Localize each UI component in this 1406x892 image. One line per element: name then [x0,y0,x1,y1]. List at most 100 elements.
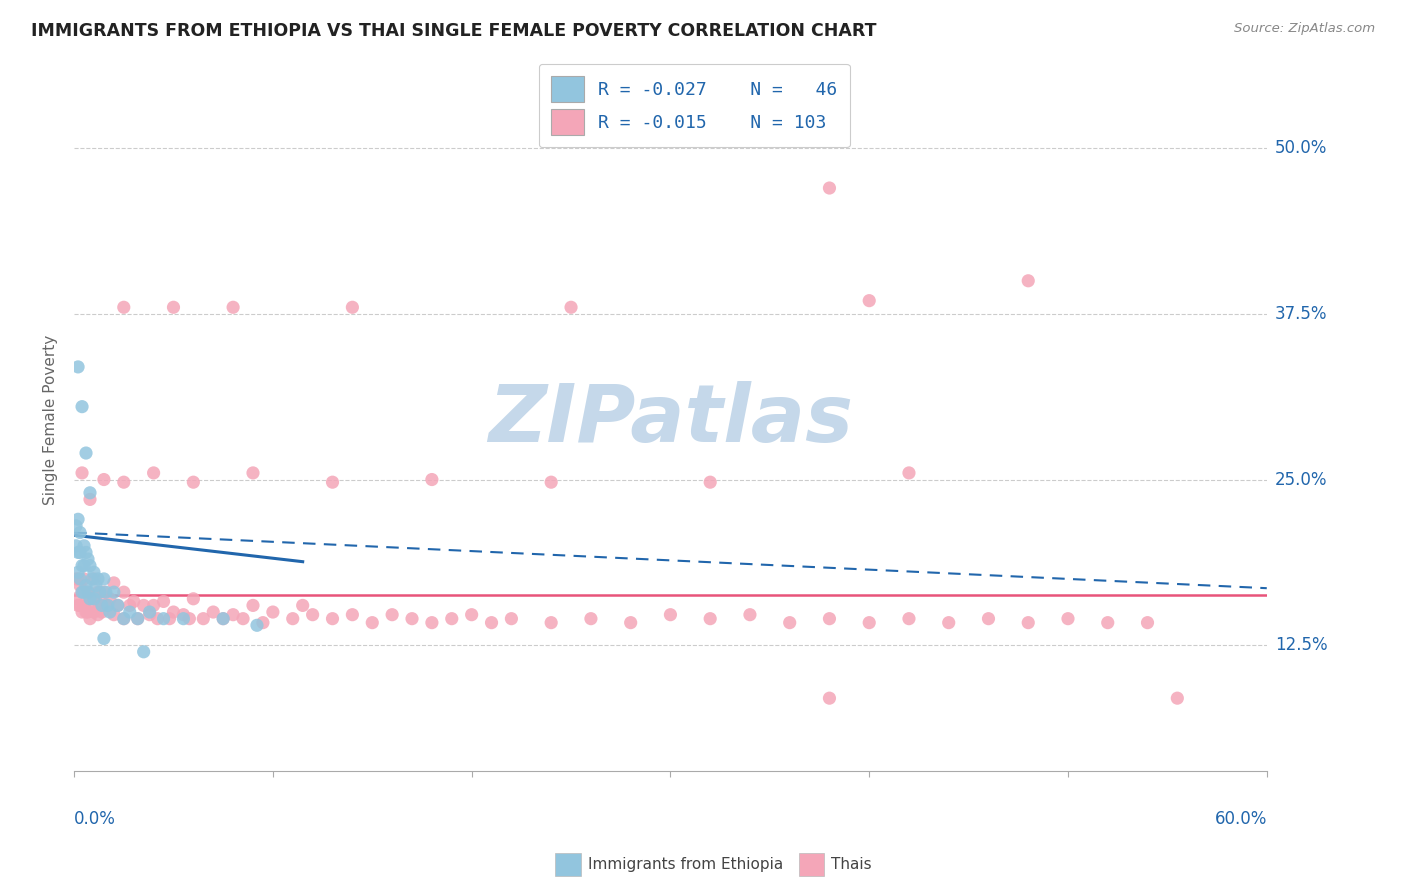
Point [246,618,269,632]
Point [84,591,107,606]
Point [142,599,165,613]
Point [118,599,141,613]
Point [83,605,105,619]
Point [112,475,135,490]
Point [1136,615,1159,630]
Point [79,485,101,500]
Text: ZIPatlas: ZIPatlas [488,381,853,458]
Point [281,612,304,626]
Point [80,599,103,613]
Point [361,615,384,630]
Point [127,612,149,626]
Text: 12.5%: 12.5% [1275,636,1327,654]
Point [112,612,135,626]
Point [90,599,112,613]
Point [79,612,101,626]
Point [858,615,880,630]
Point [70,400,93,414]
Point [321,612,343,626]
Point [381,607,404,622]
Point [460,607,482,622]
Point [321,475,343,490]
Point [858,293,880,308]
Point [112,300,135,314]
Point [138,607,160,622]
Point [122,594,145,608]
Point [222,607,245,622]
Point [222,300,245,314]
Point [977,612,1000,626]
Point [77,605,100,619]
Point [70,585,93,599]
Point [212,612,235,626]
Point [83,566,105,580]
Point [202,605,225,619]
Point [232,612,254,626]
Point [93,572,115,586]
Point [94,585,117,599]
Point [67,512,90,526]
Point [67,572,90,586]
Point [79,591,101,606]
Point [138,605,160,619]
Point [70,558,93,573]
Point [84,578,107,592]
Point [77,585,100,599]
Point [77,552,100,566]
Point [342,300,364,314]
Point [65,539,87,553]
Y-axis label: Single Female Poverty: Single Female Poverty [44,334,58,505]
Point [75,578,97,592]
Point [172,612,194,626]
Point [1057,612,1080,626]
Point [242,466,264,480]
Point [132,645,155,659]
Point [162,605,184,619]
Point [97,599,120,613]
Point [897,612,920,626]
Point [342,607,364,622]
Point [98,605,121,619]
Point [75,605,97,619]
Point [481,615,503,630]
Point [89,585,111,599]
Text: IMMIGRANTS FROM ETHIOPIA VS THAI SINGLE FEMALE POVERTY CORRELATION CHART: IMMIGRANTS FROM ETHIOPIA VS THAI SINGLE … [31,22,876,40]
Text: 25.0%: 25.0% [1275,471,1327,489]
Point [818,691,841,706]
Point [540,475,562,490]
Point [179,612,201,626]
Point [401,612,423,626]
Point [73,539,96,553]
Point [172,607,194,622]
Point [93,473,115,487]
Point [73,572,96,586]
Point [87,585,110,599]
Point [1017,274,1039,288]
Point [183,475,205,490]
Point [98,591,121,606]
Point [70,585,93,599]
Point [93,632,115,646]
Point [107,599,129,613]
Text: 37.5%: 37.5% [1275,305,1327,323]
Point [67,566,90,580]
Point [159,612,181,626]
Point [1017,615,1039,630]
Point [103,607,125,622]
Point [83,572,105,586]
Point [83,591,105,606]
Point [579,612,602,626]
Point [212,612,235,626]
Point [620,615,643,630]
Point [69,599,91,613]
Point [142,466,165,480]
Point [103,575,125,590]
Point [90,605,112,619]
Point [80,572,103,586]
Point [132,599,155,613]
Point [162,300,184,314]
Text: 60.0%: 60.0% [1215,810,1267,828]
Text: Immigrants from Ethiopia: Immigrants from Ethiopia [588,857,783,871]
Text: 50.0%: 50.0% [1275,139,1327,157]
Point [779,615,801,630]
